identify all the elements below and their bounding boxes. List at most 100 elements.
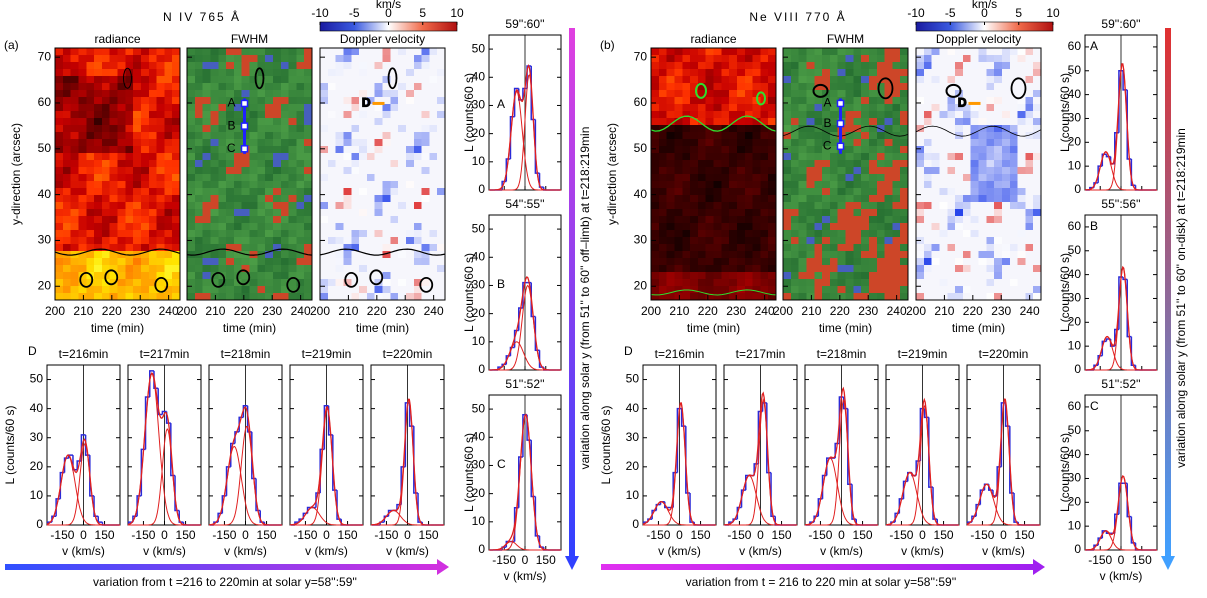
map-pixel bbox=[187, 132, 195, 139]
map-pixel bbox=[203, 132, 211, 139]
map-pixel bbox=[682, 146, 690, 153]
map-pixel bbox=[877, 55, 885, 62]
map-pixel bbox=[157, 125, 165, 132]
map-pixel bbox=[955, 153, 963, 160]
map-pixel bbox=[1010, 216, 1018, 223]
map-pixel bbox=[924, 272, 932, 279]
map-pixel bbox=[714, 237, 722, 244]
map-pixel bbox=[806, 181, 814, 188]
time-arrow-label: variation from t =216 to 220min at solar… bbox=[93, 575, 357, 589]
map-pixel bbox=[853, 286, 861, 293]
map-pixel bbox=[218, 167, 226, 174]
y-axis-label: L (counts/60 s) bbox=[599, 406, 613, 485]
map-pixel bbox=[869, 251, 877, 258]
map-pixel bbox=[71, 97, 79, 104]
map-pixel bbox=[281, 265, 289, 272]
map-pixel bbox=[947, 139, 955, 146]
map-pixel bbox=[690, 293, 698, 300]
map-pixel bbox=[986, 265, 994, 272]
map-pixel bbox=[979, 111, 987, 118]
map-pixel bbox=[994, 69, 1002, 76]
map-pixel bbox=[947, 216, 955, 223]
map-pixel bbox=[63, 146, 71, 153]
map-pixel bbox=[383, 202, 391, 209]
map-pixel bbox=[351, 55, 359, 62]
map-pixel bbox=[343, 258, 351, 265]
map-pixel bbox=[869, 62, 877, 69]
map-pixel bbox=[721, 230, 729, 237]
map-pixel bbox=[822, 272, 830, 279]
map-pixel bbox=[203, 265, 211, 272]
profile-title: t=218min bbox=[221, 347, 271, 361]
map-pixel bbox=[71, 209, 79, 216]
map-pixel bbox=[289, 111, 297, 118]
map-pixel bbox=[846, 62, 854, 69]
map-pixel bbox=[799, 48, 807, 55]
map-pixel bbox=[343, 209, 351, 216]
x-tick-label: 210 bbox=[934, 304, 954, 318]
colorbar-tick-label: -5 bbox=[945, 6, 956, 20]
map-pixel bbox=[375, 48, 383, 55]
map-pixel bbox=[924, 62, 932, 69]
map-pixel bbox=[63, 258, 71, 265]
map-pixel bbox=[768, 181, 776, 188]
map-pixel bbox=[320, 118, 328, 125]
map-pixel bbox=[924, 258, 932, 265]
map-pixel bbox=[195, 111, 203, 118]
map-pixel bbox=[336, 174, 344, 181]
map-pixel bbox=[250, 146, 258, 153]
map-pixel bbox=[429, 258, 437, 265]
map-pixel bbox=[234, 244, 242, 251]
y-axis-label: L (counts/60 s) bbox=[462, 433, 476, 512]
x-tick-label: -150 bbox=[374, 528, 398, 542]
map-pixel bbox=[437, 188, 445, 195]
map-pixel bbox=[861, 237, 869, 244]
map-pixel bbox=[367, 139, 375, 146]
map-pixel bbox=[110, 286, 118, 293]
map-pixel bbox=[164, 111, 172, 118]
map-pixel bbox=[218, 97, 226, 104]
map-pixel bbox=[1018, 125, 1026, 132]
map-pixel bbox=[359, 139, 367, 146]
map-pixel bbox=[760, 251, 768, 258]
map-pixel bbox=[157, 230, 165, 237]
y-tick-label: 30 bbox=[634, 233, 648, 247]
map-pixel bbox=[706, 97, 714, 104]
map-pixel bbox=[714, 90, 722, 97]
map-pixel bbox=[1025, 265, 1033, 272]
map-pixel bbox=[846, 97, 854, 104]
map-pixel bbox=[737, 146, 745, 153]
map-pixel bbox=[414, 230, 422, 237]
map-pixel bbox=[422, 90, 430, 97]
map-pixel bbox=[296, 223, 304, 230]
map-pixel bbox=[877, 265, 885, 272]
map-pixel bbox=[979, 209, 987, 216]
map-pixel bbox=[682, 195, 690, 202]
map-pixel bbox=[947, 202, 955, 209]
map-pixel bbox=[429, 97, 437, 104]
map-pixel bbox=[125, 195, 133, 202]
map-pixel bbox=[861, 69, 869, 76]
map-pixel bbox=[861, 132, 869, 139]
map-pixel bbox=[414, 118, 422, 125]
map-pixel bbox=[659, 251, 667, 258]
map-pixel bbox=[745, 153, 753, 160]
map-pixel bbox=[768, 111, 776, 118]
map-pixel bbox=[986, 202, 994, 209]
map-pixel bbox=[791, 132, 799, 139]
map-pixel bbox=[78, 111, 86, 118]
map-pixel bbox=[838, 76, 846, 83]
map-pixel bbox=[791, 139, 799, 146]
map-pixel bbox=[133, 279, 141, 286]
y-tick-label: 70 bbox=[634, 49, 648, 63]
map-pixel bbox=[226, 111, 234, 118]
map-pixel bbox=[257, 132, 265, 139]
map-pixel bbox=[242, 90, 250, 97]
map-pixel bbox=[690, 139, 698, 146]
map-pixel bbox=[885, 118, 893, 125]
map-pixel bbox=[791, 83, 799, 90]
map-pixel bbox=[296, 62, 304, 69]
map-pixel bbox=[799, 97, 807, 104]
map-pixel bbox=[885, 258, 893, 265]
map-pixel bbox=[651, 272, 659, 279]
